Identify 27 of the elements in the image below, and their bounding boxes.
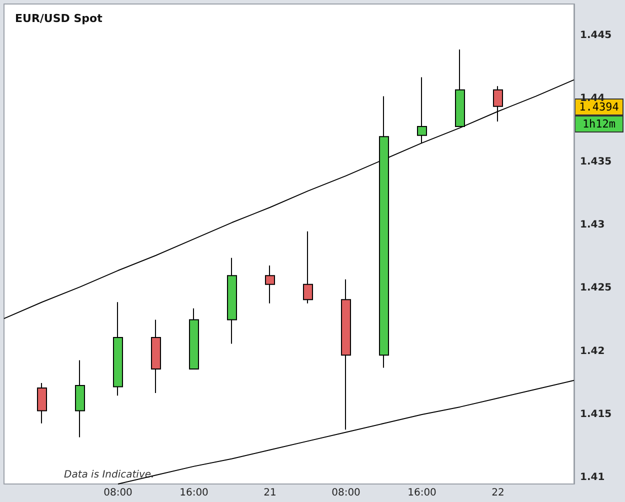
y-tick-label: 1.445 (580, 30, 612, 42)
y-tick-label: 1.41 (580, 472, 605, 484)
candlestick (265, 264, 275, 304)
text: EUR/USD Spot (15, 12, 102, 25)
candlestick (113, 302, 123, 396)
x-tick-label: 08:00 (104, 488, 132, 498)
y-tick-label: 1.43 (580, 220, 605, 231)
candlestick (189, 308, 199, 370)
candlestick (303, 230, 313, 304)
candlestick (75, 360, 85, 438)
x-tick-label: 21 (264, 488, 276, 498)
annotation: Data is Indicative. (64, 470, 154, 480)
x-tick-label: 08:00 (332, 488, 360, 498)
x-tick-label: 16:00 (408, 488, 436, 498)
y-tick-label: 1.435 (580, 156, 612, 168)
candlestick (341, 278, 351, 430)
text: 1.4394 (579, 100, 620, 114)
candlestick (37, 382, 47, 424)
y-tick-label: 1.425 (580, 282, 612, 294)
candlestick (227, 257, 237, 344)
candlestick (493, 86, 503, 122)
x-tick-label: 16:00 (180, 488, 208, 498)
text: 1h12m (582, 118, 616, 130)
y-tick-label: 1.42 (580, 346, 605, 357)
candlestick (151, 319, 161, 394)
y-tick-label: 1.415 (580, 409, 612, 420)
x-tick-label: 22 (492, 488, 504, 498)
